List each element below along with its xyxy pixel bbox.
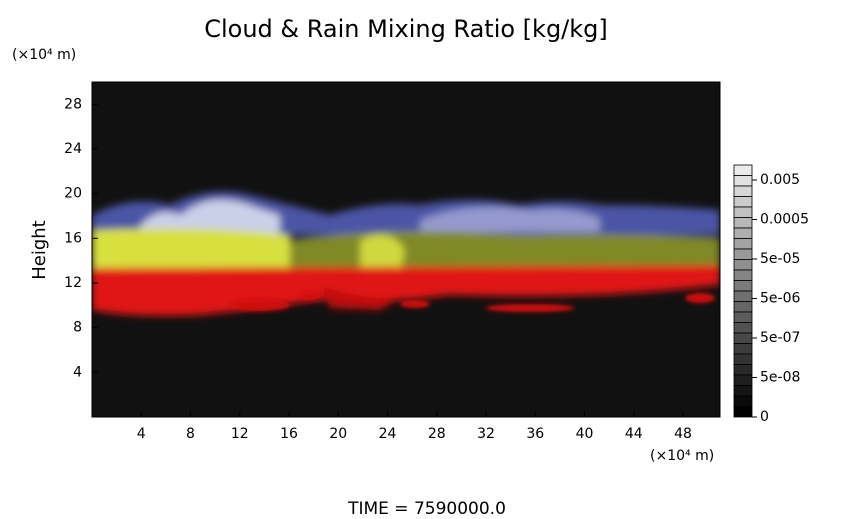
footer-time: TIME = 7590000.0 bbox=[347, 499, 506, 519]
colorbar-segment bbox=[733, 206, 753, 218]
colorbar-segment bbox=[733, 290, 753, 302]
y-axis-label: Height bbox=[29, 220, 50, 280]
y-tick-label: 20 bbox=[64, 186, 82, 202]
colorbar-segment bbox=[733, 301, 753, 313]
x-tick-label: 4 bbox=[137, 426, 146, 442]
y-tick-label: 4 bbox=[73, 364, 82, 380]
colorbar-segment bbox=[733, 269, 753, 281]
y-tick-label: 12 bbox=[64, 275, 82, 291]
colorbar-tick-label: 5e-08 bbox=[760, 370, 800, 386]
colorbar-tick-label: 5e-06 bbox=[760, 291, 800, 307]
x-tick-label: 16 bbox=[280, 426, 298, 442]
colorbar-segment bbox=[733, 217, 753, 229]
x-unit-label: (×10⁴ m) bbox=[650, 448, 714, 464]
colorbar-segment bbox=[733, 385, 753, 397]
colorbar-segment bbox=[733, 343, 753, 355]
x-tick-label: 28 bbox=[428, 426, 446, 442]
x-tick-label: 24 bbox=[379, 426, 397, 442]
colorbar-segment bbox=[733, 196, 753, 208]
y-tick-label: 24 bbox=[64, 141, 82, 157]
colorbar-segment bbox=[733, 238, 753, 250]
colorbar-segment bbox=[733, 322, 753, 334]
colorbar-segment bbox=[733, 175, 753, 187]
x-tick-label: 12 bbox=[231, 426, 249, 442]
colorbar-segment bbox=[733, 406, 753, 418]
colorbar-segment bbox=[733, 259, 753, 271]
y-unit-label: (×10⁴ m) bbox=[12, 47, 76, 63]
y-tick-label: 8 bbox=[73, 320, 82, 336]
colorbar-tick-label: 0 bbox=[760, 409, 769, 425]
x-tick-label: 40 bbox=[576, 426, 594, 442]
colorbar-segment bbox=[733, 332, 753, 344]
y-tick-label: 16 bbox=[64, 230, 82, 246]
x-tick-label: 20 bbox=[329, 426, 347, 442]
x-tick-label: 44 bbox=[625, 426, 643, 442]
colorbar-segment bbox=[733, 395, 753, 407]
colorbar-segment bbox=[733, 248, 753, 260]
colorbar-segment bbox=[733, 374, 753, 386]
colorbar-tick-label: 0.005 bbox=[760, 172, 800, 188]
chart-title: Cloud & Rain Mixing Ratio [kg/kg] bbox=[204, 15, 608, 43]
colorbar-segment bbox=[733, 364, 753, 376]
colorbar-segment bbox=[733, 353, 753, 365]
colorbar-segment bbox=[733, 164, 753, 176]
y-tick-label: 28 bbox=[64, 96, 82, 112]
colorbar-segment bbox=[733, 185, 753, 197]
x-tick-label: 36 bbox=[526, 426, 544, 442]
colorbar: 0.005 0.0005 5e-05 5e-06 5e-07 5e-08 0 bbox=[733, 164, 809, 425]
colorbar-tick-label: 5e-07 bbox=[760, 330, 800, 346]
colorbar-segment bbox=[733, 280, 753, 292]
x-tick-label: 32 bbox=[477, 426, 495, 442]
cloud-render bbox=[92, 191, 720, 316]
plot-frame bbox=[91, 81, 721, 418]
x-tick-label: 8 bbox=[186, 426, 195, 442]
colorbar-tick-label: 0.0005 bbox=[760, 212, 809, 228]
colorbar-segment bbox=[733, 227, 753, 239]
colorbar-segment bbox=[733, 311, 753, 323]
colorbar-tick-label: 5e-05 bbox=[760, 251, 800, 267]
x-tick-label: 48 bbox=[674, 426, 692, 442]
